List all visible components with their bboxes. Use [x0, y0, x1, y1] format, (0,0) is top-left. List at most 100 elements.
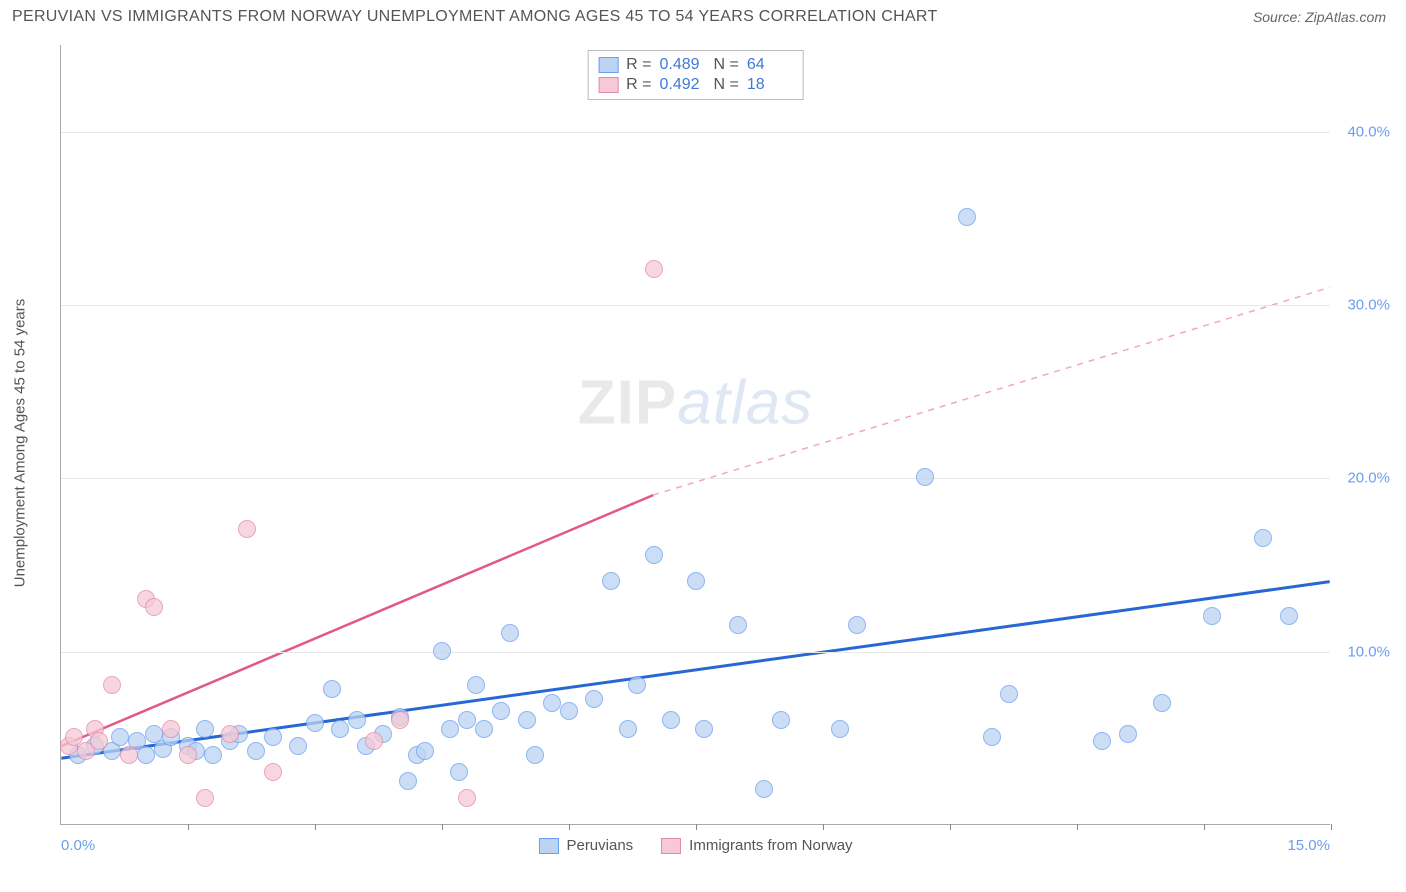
r-value: 0.489: [660, 56, 706, 74]
legend-swatch: [661, 838, 681, 854]
x-tick: [1331, 824, 1332, 830]
x-tick: [569, 824, 570, 830]
data-point: [958, 208, 976, 226]
x-tick: [823, 824, 824, 830]
legend-stat-row: R = 0.489 N = 64: [598, 55, 793, 75]
data-point: [399, 772, 417, 790]
data-point: [179, 746, 197, 764]
data-point: [475, 720, 493, 738]
data-point: [543, 694, 561, 712]
data-point: [1153, 694, 1171, 712]
data-point: [221, 725, 239, 743]
source-label: Source: ZipAtlas.com: [1253, 9, 1386, 25]
data-point: [103, 676, 121, 694]
r-label: R =: [626, 76, 651, 94]
data-point: [289, 737, 307, 755]
data-point: [196, 720, 214, 738]
y-tick-label: 10.0%: [1347, 643, 1390, 660]
y-axis-label: Unemployment Among Ages 45 to 54 years: [12, 298, 29, 587]
gridline: [61, 132, 1330, 133]
data-point: [441, 720, 459, 738]
data-point: [162, 720, 180, 738]
x-tick: [188, 824, 189, 830]
chart-container: Unemployment Among Ages 45 to 54 years Z…: [50, 45, 1390, 840]
data-point: [645, 260, 663, 278]
legend-swatch: [538, 838, 558, 854]
data-point: [628, 676, 646, 694]
n-value: 18: [747, 76, 793, 94]
x-tick: [950, 824, 951, 830]
data-point: [1119, 725, 1137, 743]
data-point: [755, 780, 773, 798]
legend-stats: R = 0.489 N = 64 R = 0.492 N = 18: [587, 50, 804, 100]
legend-label: Immigrants from Norway: [689, 837, 852, 854]
data-point: [137, 746, 155, 764]
data-point: [687, 572, 705, 590]
watermark: ZIPatlas: [578, 368, 813, 439]
legend-swatch: [598, 57, 618, 73]
data-point: [662, 711, 680, 729]
data-point: [560, 702, 578, 720]
data-point: [695, 720, 713, 738]
data-point: [145, 598, 163, 616]
data-point: [196, 789, 214, 807]
data-point: [238, 520, 256, 538]
gridline: [61, 305, 1330, 306]
legend-series: Peruvians Immigrants from Norway: [538, 837, 852, 854]
data-point: [264, 728, 282, 746]
data-point: [501, 624, 519, 642]
data-point: [433, 642, 451, 660]
n-value: 64: [747, 56, 793, 74]
y-tick-label: 40.0%: [1347, 123, 1390, 140]
data-point: [458, 711, 476, 729]
x-tick: [1077, 824, 1078, 830]
r-value: 0.492: [660, 76, 706, 94]
data-point: [111, 728, 129, 746]
data-point: [831, 720, 849, 738]
data-point: [416, 742, 434, 760]
data-point: [518, 711, 536, 729]
data-point: [983, 728, 1001, 746]
data-point: [365, 732, 383, 750]
data-point: [331, 720, 349, 738]
data-point: [492, 702, 510, 720]
legend-label: Peruvians: [566, 837, 633, 854]
data-point: [729, 616, 747, 634]
data-point: [585, 690, 603, 708]
x-tick: [696, 824, 697, 830]
legend-item: Peruvians: [538, 837, 633, 854]
data-point: [1203, 607, 1221, 625]
data-point: [450, 763, 468, 781]
x-tick: [315, 824, 316, 830]
data-point: [1280, 607, 1298, 625]
data-point: [90, 732, 108, 750]
n-label: N =: [714, 56, 739, 74]
data-point: [619, 720, 637, 738]
legend-swatch: [598, 77, 618, 93]
trend-lines: [61, 45, 1330, 824]
y-tick-label: 30.0%: [1347, 297, 1390, 314]
data-point: [391, 711, 409, 729]
data-point: [1000, 685, 1018, 703]
chart-title: PERUVIAN VS IMMIGRANTS FROM NORWAY UNEMP…: [12, 8, 938, 26]
data-point: [1093, 732, 1111, 750]
data-point: [848, 616, 866, 634]
r-label: R =: [626, 56, 651, 74]
data-point: [1254, 529, 1272, 547]
data-point: [772, 711, 790, 729]
data-point: [645, 546, 663, 564]
legend-stat-row: R = 0.492 N = 18: [598, 75, 793, 95]
data-point: [204, 746, 222, 764]
data-point: [602, 572, 620, 590]
data-point: [247, 742, 265, 760]
n-label: N =: [714, 76, 739, 94]
data-point: [120, 746, 138, 764]
x-tick: [442, 824, 443, 830]
data-point: [306, 714, 324, 732]
data-point: [467, 676, 485, 694]
data-point: [916, 468, 934, 486]
x-tick-label: 15.0%: [1287, 837, 1330, 854]
x-tick-label: 0.0%: [61, 837, 95, 854]
data-point: [323, 680, 341, 698]
gridline: [61, 478, 1330, 479]
